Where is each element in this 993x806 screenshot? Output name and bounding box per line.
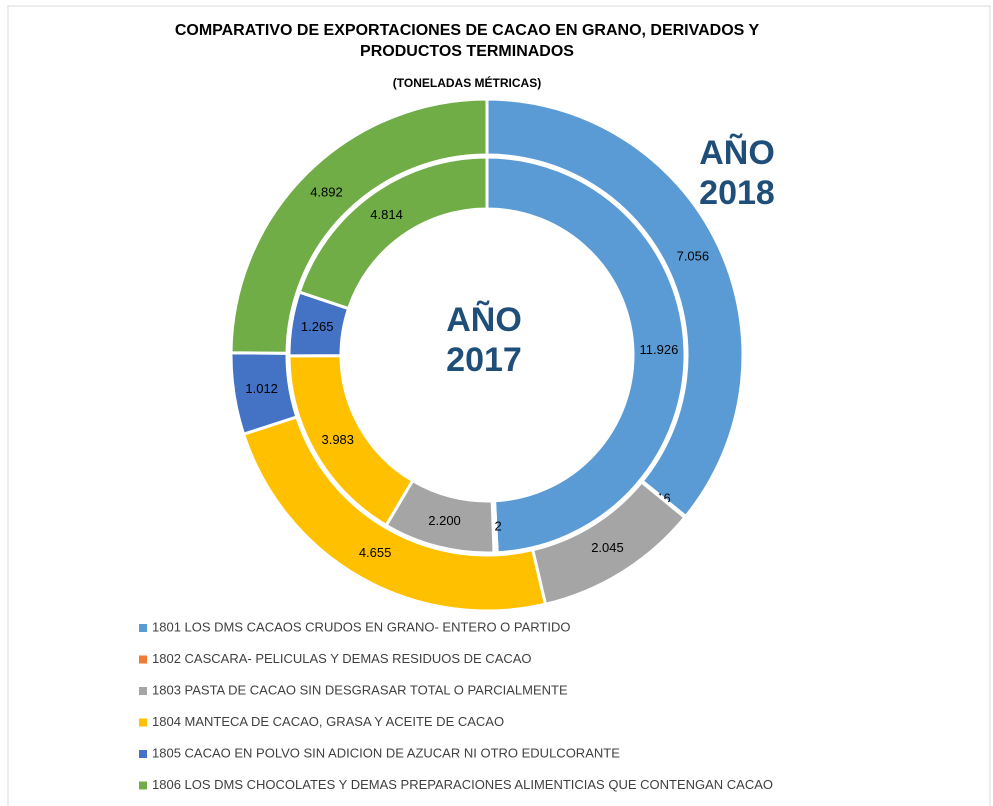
legend-label: 1803 PASTA DE CACAO SIN DESGRASAR TOTAL …: [152, 682, 568, 697]
legend-label: 1804 MANTECA DE CACAO, GRASA Y ACEITE DE…: [152, 714, 504, 729]
legend-swatch: [139, 687, 147, 695]
data-label: 4.655: [359, 545, 392, 560]
chart-subtitle: (TONELADAS MÉTRICAS): [392, 76, 542, 90]
series-name: AÑO 2018: [699, 134, 775, 212]
legend-swatch: [139, 750, 147, 758]
data-label: 3.983: [321, 432, 354, 447]
legend-swatch: [139, 718, 147, 727]
series-name: AÑO 2017: [446, 301, 522, 379]
legend-label: 1801 LOS DMS CACAOS CRUDOS EN GRANO- ENT…: [152, 619, 571, 634]
data-label: 1.012: [245, 381, 278, 396]
legend-swatch: [139, 781, 147, 790]
data-label: 4.814: [370, 207, 403, 222]
legend-swatch: [139, 624, 147, 632]
slice: [485, 155, 687, 555]
chart-title: COMPARATIVO DE EXPORTACIONES DE CACAO EN…: [174, 22, 760, 60]
data-label: 11.926: [640, 342, 679, 357]
slice: [485, 97, 745, 519]
data-label: 4.892: [310, 185, 343, 200]
legend-label: 1805 CACAO EN POLVO SIN ADICION DE AZUCA…: [152, 745, 620, 760]
legend-label: 1802 CASCARA- PELICULAS Y DEMAS RESIDUOS…: [152, 651, 532, 666]
chart-frame: [7, 5, 991, 806]
data-label: 2.045: [591, 540, 624, 555]
data-label: 7.056: [677, 248, 710, 263]
legend-label: 1806 LOS DMS CHOCOLATES Y DEMAS PREPARAC…: [152, 777, 773, 792]
data-label: 2.200: [428, 513, 461, 528]
data-label: 1.265: [301, 319, 334, 334]
slice: [297, 155, 489, 311]
slice: [229, 97, 489, 355]
legend-swatch: [139, 655, 147, 664]
